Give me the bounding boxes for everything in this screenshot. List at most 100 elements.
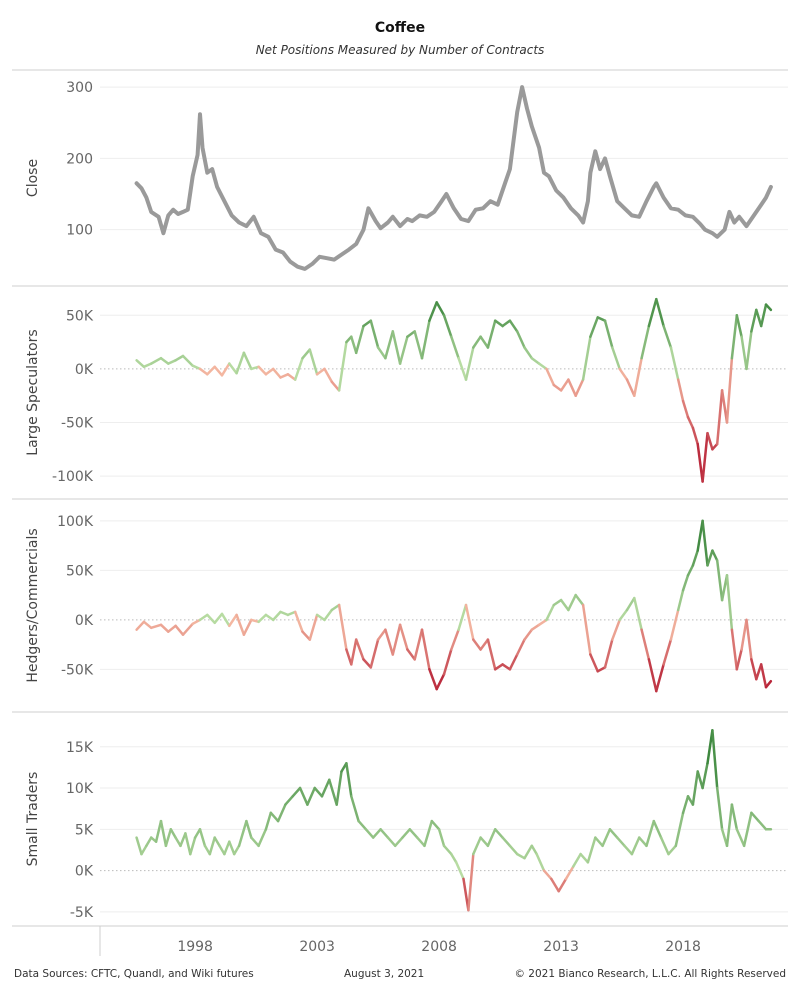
series-segment (415, 836, 426, 848)
series-segment (686, 564, 695, 577)
x-tick-label: 1998 (177, 939, 213, 955)
series-segment (350, 335, 358, 355)
series-segment (633, 356, 643, 397)
series-segment (276, 803, 287, 823)
series-segment (430, 819, 441, 831)
y-tick-label: 0K (75, 864, 94, 880)
series-segment (586, 836, 597, 864)
x-tick-label: 2013 (543, 939, 579, 955)
series-segment (530, 623, 541, 631)
series-segment (393, 836, 404, 848)
series-segment (669, 346, 680, 381)
series-segment (633, 596, 643, 631)
series-segment (406, 648, 416, 661)
series-segment (537, 362, 548, 371)
series-segment (337, 603, 348, 651)
series-segment (337, 340, 348, 392)
panel-hedgers_commercials: -50K 0K 50K 100K Hedgers/Commercials (12, 498, 788, 693)
series-segment (376, 346, 387, 360)
series-segment (715, 389, 724, 446)
series-segment (313, 786, 324, 798)
series-segment (608, 828, 619, 839)
series-segment (757, 819, 768, 831)
series-segment (206, 365, 216, 376)
series-segment (208, 836, 216, 856)
series-segment (174, 354, 185, 362)
series-segment (391, 330, 402, 365)
series-segment (189, 836, 197, 856)
series-segment (479, 335, 490, 349)
y-tick-label: 100K (57, 514, 94, 530)
series-segment (135, 359, 146, 369)
series-segment (645, 819, 656, 848)
series-segment (464, 603, 475, 641)
series-segment (245, 819, 253, 839)
series-segment (676, 588, 685, 612)
series-segment (508, 319, 519, 333)
series-segment (542, 869, 553, 881)
series-segment (647, 297, 658, 328)
series-line-hedgers_commercials (135, 519, 773, 693)
series-segment (242, 351, 253, 371)
series-segment (454, 861, 465, 881)
series-segment (625, 378, 636, 397)
series-segment (423, 819, 434, 848)
series-segment (301, 630, 312, 641)
series-segment (559, 598, 570, 612)
series-segment (508, 653, 519, 671)
series-segment (691, 770, 699, 806)
series-segment (450, 852, 458, 864)
series-segment (220, 612, 231, 628)
series-segment (623, 844, 634, 856)
series-segment (572, 852, 582, 868)
series-segment (369, 319, 380, 349)
series-segment (711, 549, 719, 562)
series-segment (750, 811, 760, 823)
series-segment (435, 673, 446, 691)
series-segment (618, 608, 629, 622)
y-axis-label: Large Speculators (25, 329, 41, 455)
series-segment (567, 378, 577, 397)
series-segment (271, 367, 282, 379)
series-segment (701, 762, 709, 790)
series-segment (154, 819, 163, 843)
series-segment (450, 335, 460, 360)
series-segment (306, 786, 316, 806)
series-segment (198, 828, 207, 848)
series-segment (740, 335, 748, 371)
series-segment (564, 865, 575, 881)
y-tick-label: 5K (75, 822, 94, 838)
series-segment (706, 729, 714, 765)
series-segment (228, 362, 238, 375)
series-segment (328, 778, 338, 806)
series-segment (515, 330, 526, 349)
series-segment (725, 574, 734, 631)
series-segment (264, 811, 273, 831)
series-segment (420, 319, 431, 360)
series-segment (479, 836, 490, 848)
series-segment (408, 828, 419, 839)
series-segment (386, 836, 397, 848)
y-tick-label: 300 (66, 80, 93, 96)
series-segment (655, 663, 665, 693)
series-segment (413, 330, 424, 360)
series-segment (662, 324, 673, 349)
series-segment (486, 319, 497, 349)
y-tick-label: -100K (52, 469, 94, 485)
series-segment (662, 638, 673, 666)
series-segment (464, 346, 475, 381)
series-segment (486, 638, 497, 671)
series-segment (174, 836, 182, 848)
series-segment (213, 365, 224, 377)
series-line-large_speculators (135, 297, 773, 483)
series-segment (745, 330, 753, 371)
series-segment (167, 624, 177, 633)
series-segment (652, 819, 663, 839)
series-segment (315, 367, 326, 376)
series-segment (218, 844, 226, 856)
series-segment (574, 378, 585, 397)
series-segment (493, 828, 504, 839)
series-segment (286, 373, 297, 381)
series-segment (264, 613, 275, 622)
